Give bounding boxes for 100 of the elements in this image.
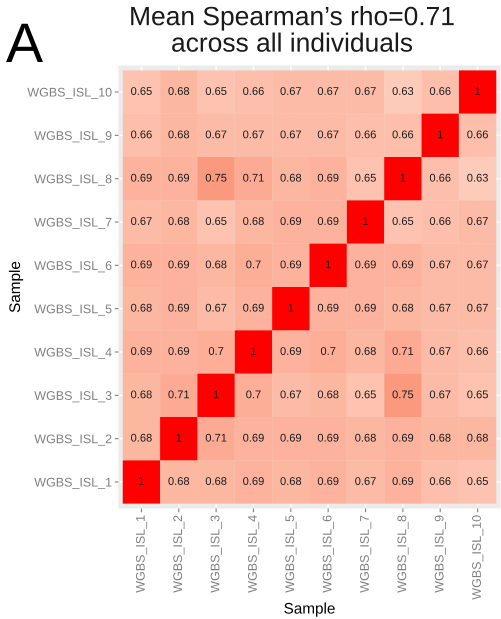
data-label: 1: [400, 174, 406, 182]
y-tick-label: WGBS_ISL_8: [34, 174, 112, 186]
data-label: 0.69: [168, 347, 190, 355]
data-label: 1: [363, 217, 368, 225]
data-label: 0.63: [392, 87, 414, 95]
data-label: 0.69: [355, 260, 376, 268]
y-tick-label: WGBS_ISL_4: [34, 348, 112, 360]
data-label: 0.67: [430, 304, 450, 312]
data-label: 0.71: [392, 347, 414, 355]
data-label: 0.69: [243, 434, 264, 442]
data-label: 0.67: [280, 130, 302, 138]
data-label: 1: [475, 87, 480, 95]
data-label: 0.68: [168, 477, 190, 485]
data-label: 0.69: [131, 174, 152, 182]
data-label: 0.68: [168, 130, 190, 138]
text: A: [6, 24, 43, 62]
data-label: 0.68: [280, 477, 302, 485]
data-label: 0.69: [318, 217, 338, 225]
data-label: 0.69: [392, 260, 414, 268]
data-label: 0.65: [355, 390, 376, 398]
data-label: 0.67: [430, 390, 450, 398]
data-label: 1: [214, 390, 219, 398]
data-label: 0.7: [246, 390, 261, 398]
data-label: 0.67: [355, 477, 376, 485]
y-tick-label: WGBS_ISL_9: [34, 131, 112, 142]
data-label: 0.68: [280, 174, 302, 182]
data-label: 0.69: [318, 304, 338, 312]
x-tick-label: WGBS_ISL_9: [434, 516, 446, 593]
data-label: 0.67: [467, 304, 488, 312]
y-tick-label: WGBS_ISL_2: [34, 434, 112, 446]
data-label: 0.65: [131, 87, 152, 95]
data-label: 0.69: [280, 434, 302, 442]
data-label: 1: [139, 477, 144, 485]
data-label: 0.66: [430, 87, 451, 95]
data-label: 0.69: [355, 304, 376, 312]
data-label: 0.69: [280, 260, 302, 268]
data-label: 0.66: [392, 130, 414, 138]
data-label: 0.75: [392, 390, 414, 398]
data-label: 0.69: [168, 304, 190, 312]
data-label: 0.69: [243, 304, 264, 312]
data-label: 0.66: [355, 130, 376, 138]
data-label: 0.67: [467, 260, 488, 268]
x-tick-label: WGBS_ISL_6: [322, 515, 334, 593]
data-label: 0.66: [430, 174, 451, 182]
data-label: 0.68: [206, 477, 226, 485]
x-axis-title: Sample: [284, 602, 335, 617]
data-label: 0.67: [280, 390, 302, 398]
x-tick-label: WGBS_ISL_5: [285, 515, 297, 593]
data-label: 0.69: [131, 347, 152, 355]
data-label: 0.67: [318, 130, 338, 138]
data-label: 0.69: [392, 434, 414, 442]
y-tick-label: WGBS_ISL_7: [34, 218, 112, 230]
data-label: 0.66: [430, 477, 451, 485]
data-label: 0.68: [392, 304, 414, 312]
data-label: 0.66: [243, 87, 264, 95]
data-label: 1: [438, 130, 443, 138]
data-label: 0.65: [206, 87, 226, 95]
data-label: 0.68: [168, 217, 190, 225]
data-label: 0.68: [430, 434, 451, 442]
data-label: 0.68: [243, 217, 264, 225]
data-label: 0.69: [318, 434, 338, 442]
data-label: 0.67: [430, 347, 450, 355]
data-label: 0.68: [131, 434, 152, 442]
y-tick-label: WGBS_ISL_5: [34, 304, 112, 316]
data-label: 0.67: [206, 304, 226, 312]
data-label: 1: [176, 434, 182, 442]
data-label: 0.68: [168, 87, 190, 95]
data-label: 0.68: [355, 434, 376, 442]
chart-title: Mean Spearman’s rho=0.71 across all individuals: [131, 6, 454, 52]
data-label: 0.66: [430, 217, 451, 225]
data-label: 0.67: [355, 87, 376, 95]
data-label: 0.7: [208, 347, 224, 355]
data-label: 0.66: [467, 130, 488, 138]
data-label: 0.65: [206, 217, 226, 225]
data-label: 0.69: [280, 217, 302, 225]
x-tick-label: WGBS_ISL_8: [397, 515, 409, 593]
data-label: 0.68: [355, 347, 376, 355]
data-label: 0.65: [467, 477, 488, 485]
data-label: 0.71: [206, 434, 226, 442]
data-label: 1: [251, 347, 256, 355]
data-label: 1: [288, 304, 294, 312]
data-label: 0.67: [430, 260, 450, 268]
data-label: 0.65: [392, 217, 414, 225]
x-tick-label: WGBS_ISL_3: [210, 515, 222, 593]
data-label: 0.7: [320, 347, 336, 355]
data-label: 0.68: [131, 390, 152, 398]
data-label: 0.69: [131, 260, 152, 268]
data-label: 0.67: [318, 87, 338, 95]
data-label: 0.68: [318, 390, 339, 398]
data-label: 0.67: [206, 130, 226, 138]
y-tick-label: WGBS_ISL_1: [34, 478, 112, 490]
data-label: 0.68: [206, 260, 226, 268]
data-label: 0.67: [243, 130, 264, 138]
data-label: 0.68: [467, 434, 488, 442]
data-label: 0.71: [243, 174, 264, 182]
data-label: 0.69: [318, 477, 338, 485]
data-label: 0.69: [243, 477, 264, 485]
data-label: 0.67: [131, 217, 152, 225]
data-label: 0.71: [168, 390, 190, 398]
x-tick-label: WGBS_ISL_4: [248, 515, 260, 593]
